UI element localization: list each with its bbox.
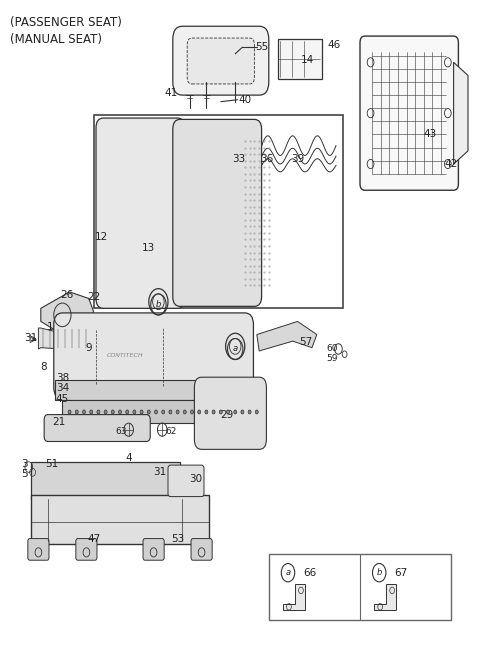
Circle shape <box>126 410 129 414</box>
Circle shape <box>104 410 107 414</box>
Circle shape <box>155 410 157 414</box>
Text: 38: 38 <box>56 373 69 383</box>
Circle shape <box>140 410 143 414</box>
Text: a: a <box>286 568 290 577</box>
Circle shape <box>133 410 136 414</box>
Text: 31: 31 <box>24 333 38 344</box>
Text: 31: 31 <box>153 467 166 478</box>
Circle shape <box>176 410 179 414</box>
FancyBboxPatch shape <box>173 119 262 306</box>
Text: 5: 5 <box>22 468 28 479</box>
Text: 59: 59 <box>326 354 337 363</box>
Text: 29: 29 <box>220 409 233 420</box>
Circle shape <box>83 410 85 414</box>
Circle shape <box>183 410 186 414</box>
FancyBboxPatch shape <box>168 465 204 497</box>
Text: 33: 33 <box>232 154 246 164</box>
FancyBboxPatch shape <box>28 539 49 560</box>
FancyBboxPatch shape <box>62 400 264 423</box>
Text: (PASSENGER SEAT)
(MANUAL SEAT): (PASSENGER SEAT) (MANUAL SEAT) <box>10 16 121 47</box>
Polygon shape <box>257 321 317 351</box>
Circle shape <box>169 410 172 414</box>
Text: 12: 12 <box>95 232 108 243</box>
FancyBboxPatch shape <box>191 539 212 560</box>
Polygon shape <box>454 62 468 164</box>
Text: 41: 41 <box>164 88 178 98</box>
Circle shape <box>205 410 208 414</box>
Polygon shape <box>38 328 94 351</box>
Circle shape <box>198 410 201 414</box>
FancyBboxPatch shape <box>173 26 269 95</box>
Text: 53: 53 <box>171 534 184 544</box>
Text: 22: 22 <box>87 291 101 302</box>
Text: b: b <box>156 300 161 309</box>
Circle shape <box>234 410 237 414</box>
Text: 45: 45 <box>56 394 69 404</box>
Text: 47: 47 <box>87 534 100 544</box>
Text: b: b <box>376 568 382 577</box>
Circle shape <box>90 410 93 414</box>
Circle shape <box>227 410 229 414</box>
FancyBboxPatch shape <box>76 539 97 560</box>
Text: 3: 3 <box>22 459 28 470</box>
Text: 21: 21 <box>52 417 65 428</box>
Circle shape <box>219 410 222 414</box>
FancyBboxPatch shape <box>31 462 180 499</box>
Circle shape <box>119 410 121 414</box>
Circle shape <box>97 410 100 414</box>
Text: a: a <box>233 344 238 354</box>
Text: 8: 8 <box>40 362 47 373</box>
FancyBboxPatch shape <box>54 313 253 399</box>
Text: 39: 39 <box>291 154 304 164</box>
Circle shape <box>241 410 244 414</box>
Circle shape <box>147 410 150 414</box>
Text: 55: 55 <box>255 42 268 52</box>
Polygon shape <box>374 584 396 610</box>
Text: 14: 14 <box>300 55 314 66</box>
FancyBboxPatch shape <box>269 554 451 620</box>
Text: 60: 60 <box>326 344 337 354</box>
FancyBboxPatch shape <box>55 380 254 400</box>
FancyBboxPatch shape <box>187 38 254 84</box>
Text: 30: 30 <box>189 474 202 484</box>
Text: 63: 63 <box>115 427 127 436</box>
Circle shape <box>68 410 71 414</box>
Circle shape <box>212 410 215 414</box>
FancyBboxPatch shape <box>143 539 164 560</box>
FancyBboxPatch shape <box>96 118 185 308</box>
Text: 34: 34 <box>56 383 69 394</box>
Circle shape <box>248 410 251 414</box>
FancyBboxPatch shape <box>278 39 322 79</box>
Text: 36: 36 <box>260 154 273 164</box>
Circle shape <box>191 410 193 414</box>
FancyBboxPatch shape <box>44 415 150 441</box>
Text: 66: 66 <box>303 567 316 578</box>
Circle shape <box>162 410 165 414</box>
Text: 46: 46 <box>327 39 340 50</box>
Circle shape <box>255 410 258 414</box>
Polygon shape <box>41 292 94 335</box>
Text: 62: 62 <box>166 427 177 436</box>
Circle shape <box>111 410 114 414</box>
Text: CONTITECH: CONTITECH <box>107 353 143 358</box>
Text: 9: 9 <box>85 342 92 353</box>
FancyBboxPatch shape <box>31 495 209 544</box>
Circle shape <box>75 410 78 414</box>
Text: 26: 26 <box>60 290 74 300</box>
Text: 51: 51 <box>45 459 59 470</box>
Text: 13: 13 <box>142 243 156 253</box>
FancyBboxPatch shape <box>360 36 458 190</box>
FancyBboxPatch shape <box>194 377 266 449</box>
Text: 57: 57 <box>300 337 313 348</box>
Text: 43: 43 <box>423 129 436 140</box>
Polygon shape <box>283 584 305 610</box>
Text: 40: 40 <box>238 94 252 105</box>
Text: 67: 67 <box>394 567 408 578</box>
Text: 4: 4 <box>125 453 132 463</box>
Text: 42: 42 <box>444 159 458 169</box>
Text: 1: 1 <box>47 321 54 332</box>
